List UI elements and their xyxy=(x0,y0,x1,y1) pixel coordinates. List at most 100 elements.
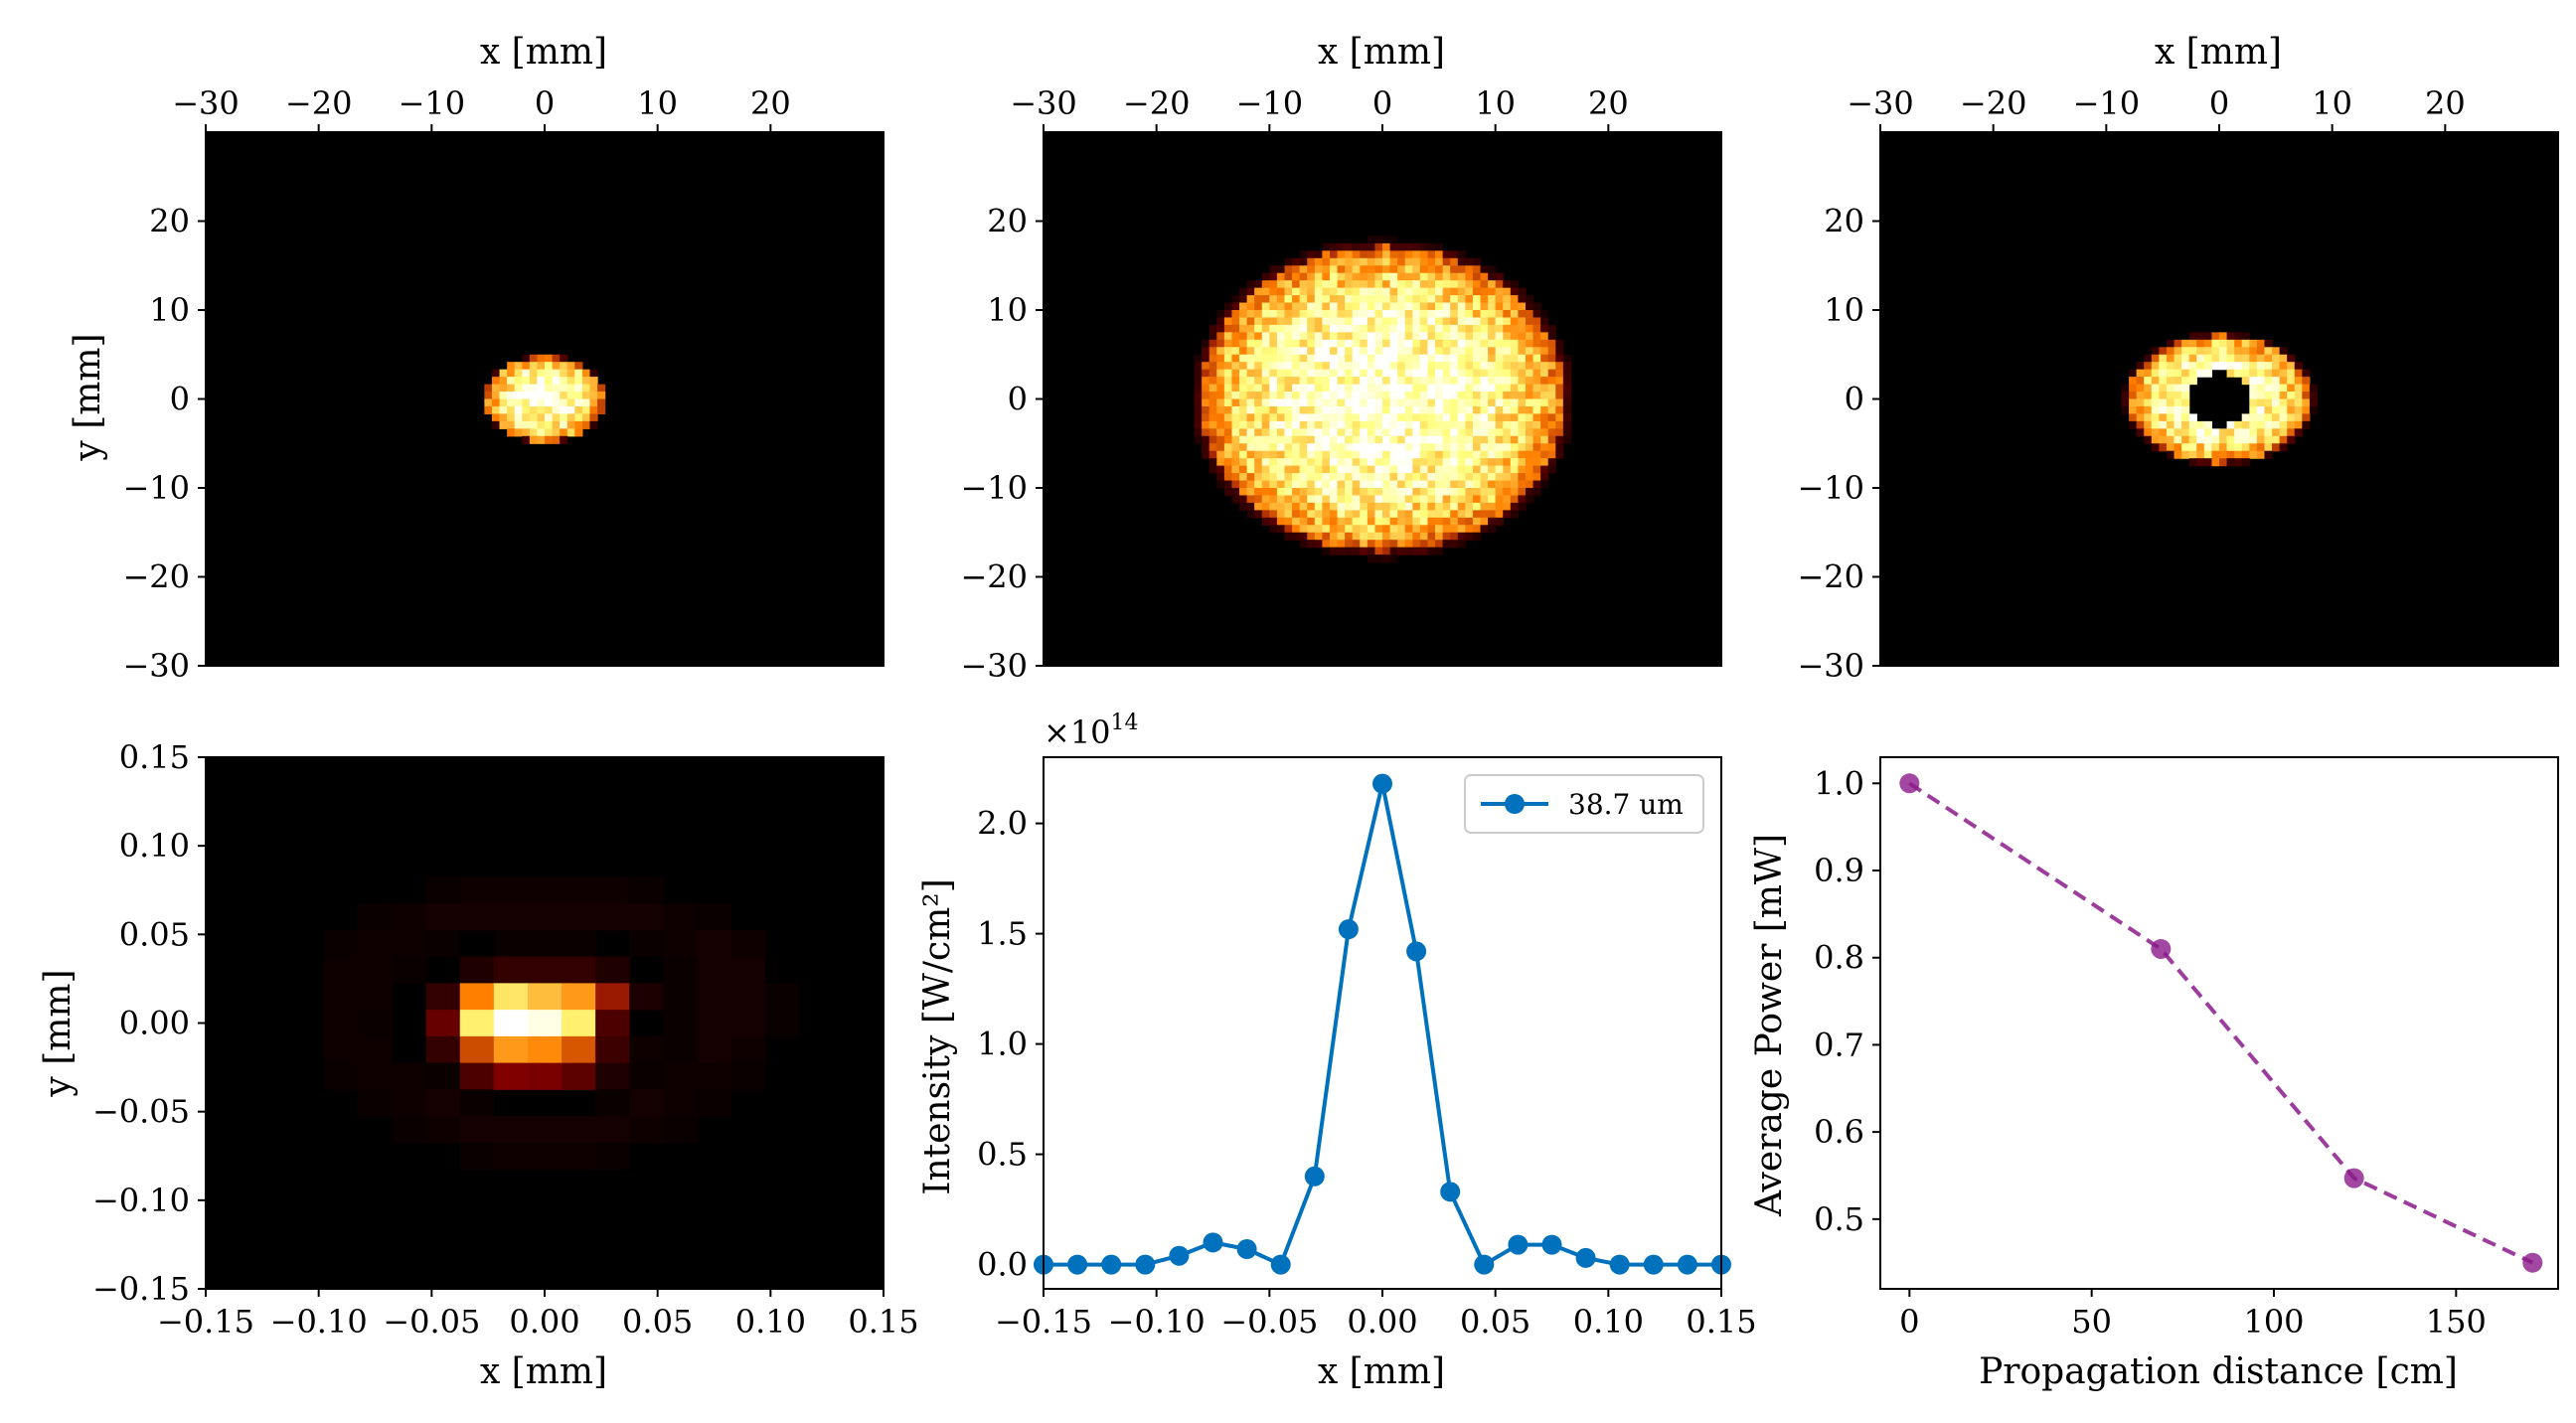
beam-pixel xyxy=(499,413,508,422)
beam-pixel xyxy=(1382,324,1391,333)
beam-pixel xyxy=(1367,354,1376,363)
beam-pixel xyxy=(1299,540,1308,549)
beam-pixel xyxy=(1314,413,1323,422)
beam-pixel xyxy=(1427,510,1436,519)
beam-pixel xyxy=(2144,392,2153,400)
beam-pixel xyxy=(1299,347,1308,356)
beam-pixel xyxy=(1547,369,1556,378)
beam-pixel xyxy=(1322,428,1331,437)
beam-pixel xyxy=(1450,420,1459,429)
beam-pixel xyxy=(1329,332,1339,341)
beam-pixel xyxy=(2302,398,2311,407)
beam-pixel xyxy=(1314,317,1323,326)
beam-pixel xyxy=(522,435,531,444)
beam-pixel xyxy=(1488,272,1497,281)
intensity-point xyxy=(1135,1254,1156,1275)
beam-pixel xyxy=(1322,250,1331,259)
beam-pixel xyxy=(560,384,568,393)
beam-pixel xyxy=(1435,502,1444,511)
beam-pixel xyxy=(1269,347,1278,356)
beam-pixel xyxy=(566,420,575,429)
beam-pixel xyxy=(2294,413,2303,422)
beam-pixel xyxy=(2249,428,2258,437)
beam-pixel xyxy=(1261,480,1270,489)
beam-pixel xyxy=(1532,317,1541,326)
beam-pixel xyxy=(1532,443,1541,452)
beam-pixel xyxy=(545,398,554,407)
beam-pixel xyxy=(2264,347,2273,356)
beam-pixel xyxy=(1518,369,1527,378)
beam-pixel xyxy=(1457,354,1466,363)
beam-pixel xyxy=(1472,510,1482,519)
beam-pixel xyxy=(1457,532,1466,541)
beam-pixel xyxy=(1314,420,1323,429)
beam-pixel xyxy=(1223,413,1233,422)
beam-pixel xyxy=(2234,332,2243,341)
beam-pixel xyxy=(1404,458,1413,467)
beam-pixel xyxy=(1488,428,1497,437)
beam-pixel xyxy=(1472,362,1482,371)
beam-pixel xyxy=(514,384,523,393)
beam-pixel xyxy=(2219,458,2228,467)
beam-pixel xyxy=(1442,465,1451,474)
beam-pixel xyxy=(1314,310,1323,319)
beam-pixel xyxy=(1518,347,1527,356)
beam-pixel xyxy=(1495,280,1504,289)
beam-pixel xyxy=(1307,392,1316,400)
beam-pixel xyxy=(2272,398,2281,407)
beam-pixel xyxy=(1314,532,1323,541)
beam-pixel xyxy=(2188,443,2197,452)
beam-pixel xyxy=(1223,405,1233,415)
beam-pixel xyxy=(1435,354,1444,363)
y-axis-label: y [mm] xyxy=(38,969,79,1097)
beam-pixel xyxy=(1450,413,1459,422)
beam-pixel xyxy=(1472,377,1482,386)
beam-pixel xyxy=(2211,435,2220,444)
beam-pixel xyxy=(1292,428,1301,437)
beam-pixel xyxy=(2256,384,2266,393)
beam-pixel xyxy=(1276,495,1286,504)
beam-pixel xyxy=(1435,413,1444,422)
beam-pixel xyxy=(1547,324,1556,333)
beam-pixel xyxy=(1345,377,1354,386)
beam-pixel xyxy=(1374,525,1383,534)
beam-pixel xyxy=(2264,428,2273,437)
beam-pixel xyxy=(1457,384,1466,393)
beam-pixel xyxy=(522,377,531,386)
beam-pixel xyxy=(2144,420,2153,429)
beam-pixel xyxy=(1510,458,1519,467)
beam-pixel xyxy=(1450,339,1459,348)
plot-background xyxy=(1044,757,1721,1289)
beam-pixel xyxy=(1367,310,1376,319)
beam-pixel xyxy=(552,428,561,437)
beam-pixel xyxy=(1223,369,1233,378)
beam-pixel xyxy=(1360,465,1368,474)
beam-pixels xyxy=(2121,332,2319,467)
heatmap-cell xyxy=(730,983,766,1011)
beam-pixel xyxy=(2203,369,2213,378)
beam-pixel xyxy=(1322,420,1331,429)
heatmap-cell xyxy=(595,1010,630,1037)
beam-pixel xyxy=(1292,510,1301,519)
beam-pixel xyxy=(566,398,575,407)
intensity-point xyxy=(1270,1254,1291,1275)
beam-pixel xyxy=(560,377,568,386)
heatmap-cell xyxy=(663,983,698,1011)
beam-pixel xyxy=(2174,362,2182,371)
beam-pixel xyxy=(1389,488,1398,497)
beam-pixel xyxy=(2203,354,2213,363)
beam-pixel xyxy=(2241,413,2250,422)
legend-label: 38.7 um xyxy=(1568,788,1684,821)
beam-pixel xyxy=(1345,369,1354,378)
beam-pixel xyxy=(1261,280,1270,289)
beam-pixel xyxy=(1269,362,1278,371)
beam-pixel xyxy=(2279,428,2288,437)
beam-pixel xyxy=(552,362,561,371)
beam-pixel xyxy=(1435,377,1444,386)
beam-pixel xyxy=(1299,265,1308,274)
beam-pixel xyxy=(1360,317,1368,326)
x-tick-label: 0.10 xyxy=(735,1303,806,1341)
offset-text: ×1014 xyxy=(1044,711,1139,751)
beam-pixel xyxy=(1284,428,1293,437)
